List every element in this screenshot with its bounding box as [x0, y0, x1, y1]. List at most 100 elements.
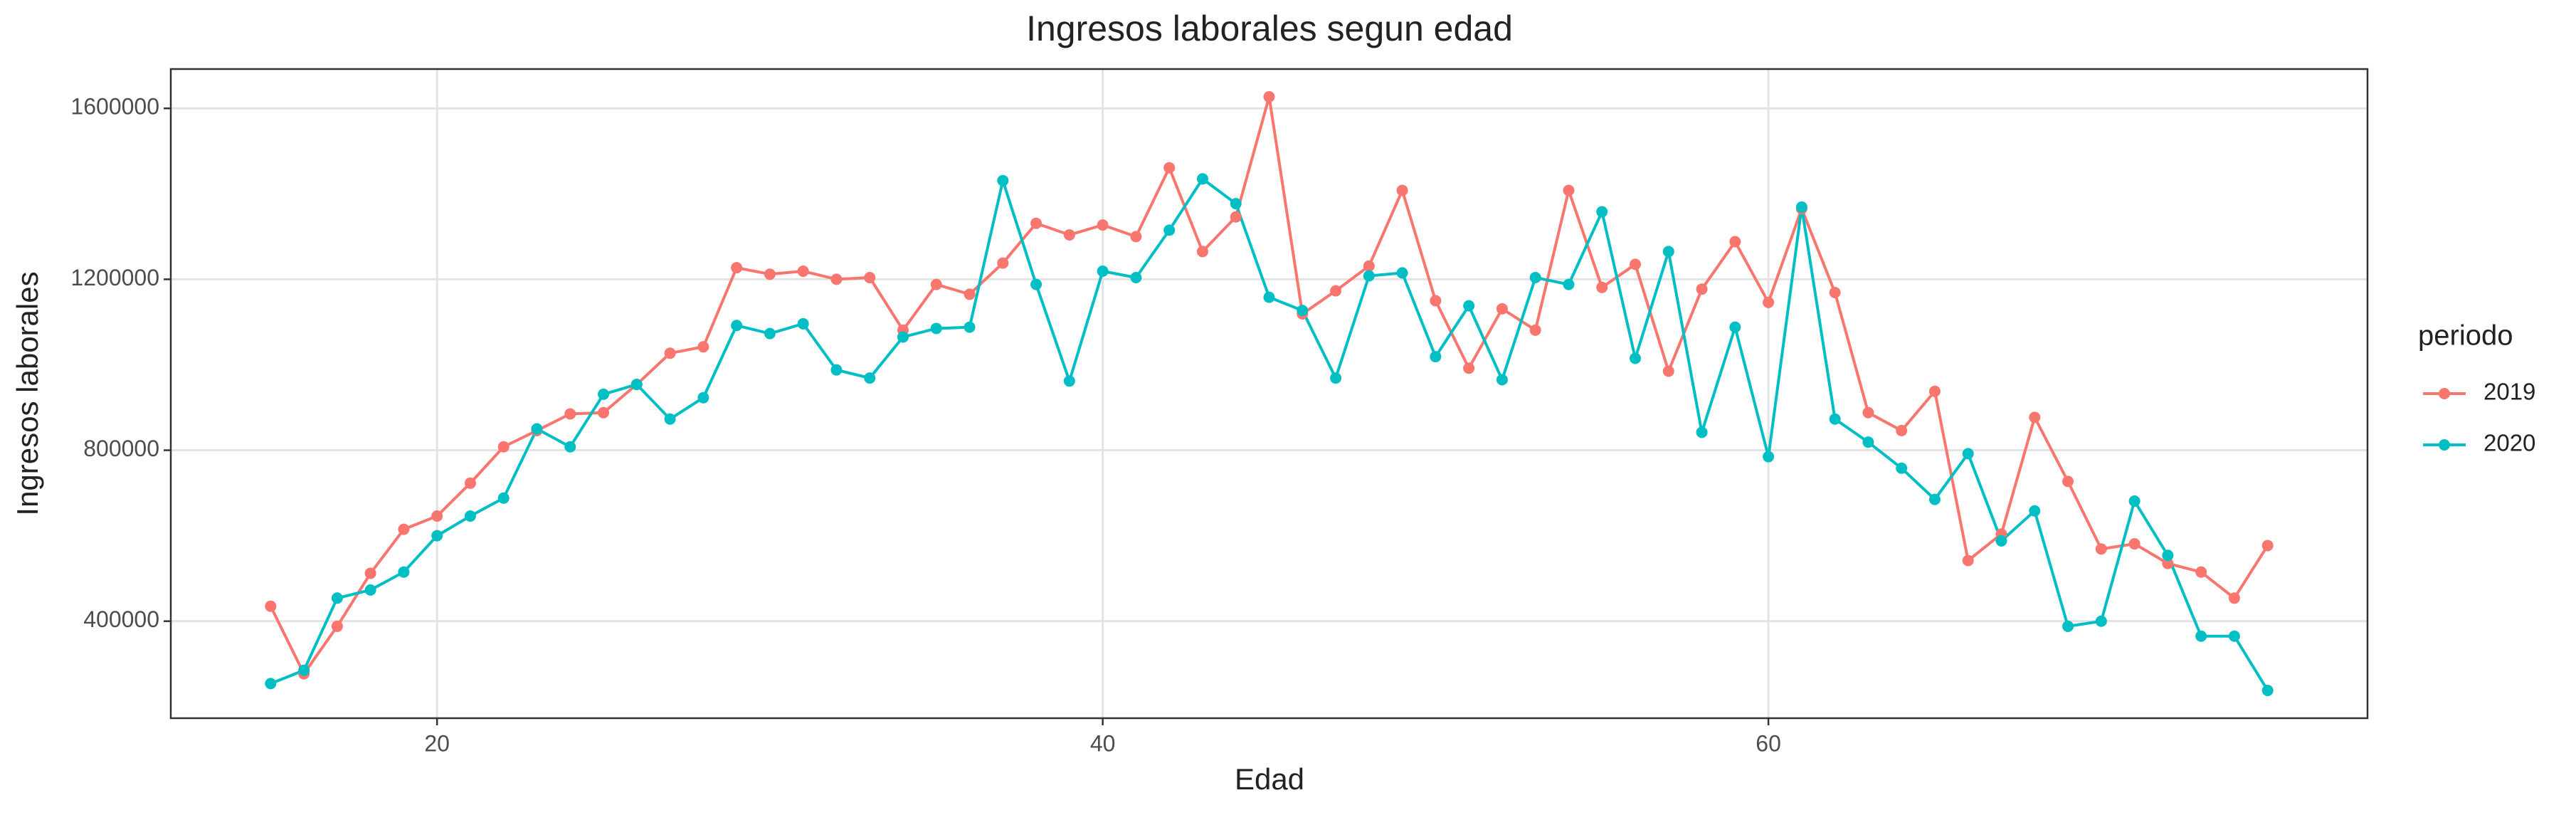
data-point [1763, 451, 1775, 463]
x-axis-title: Edad [1235, 762, 1304, 796]
data-point [1463, 362, 1475, 374]
data-point [797, 265, 809, 277]
y-tick-label: 400000 [83, 606, 159, 632]
data-point [331, 620, 343, 632]
x-tick-label: 40 [1090, 730, 1116, 756]
data-point [497, 441, 510, 453]
data-point [1396, 267, 1408, 279]
data-point [2062, 620, 2074, 632]
data-point [398, 566, 410, 578]
data-point [830, 364, 843, 376]
data-point [864, 271, 876, 283]
data-point [1130, 231, 1142, 243]
data-point [797, 317, 809, 330]
data-point [2128, 495, 2140, 507]
data-point [630, 379, 643, 391]
data-point [1630, 352, 1641, 364]
data-point [1363, 270, 1375, 282]
data-point [964, 288, 976, 300]
data-point [1795, 201, 1807, 213]
data-point [697, 341, 709, 353]
data-point [2228, 592, 2240, 604]
data-point [930, 322, 942, 335]
data-point [1928, 493, 1941, 505]
data-point [1862, 406, 1874, 419]
data-point [2062, 475, 2074, 488]
data-point [1163, 224, 1176, 236]
data-point [364, 567, 376, 579]
data-point [1263, 291, 1275, 303]
data-point [1330, 285, 1342, 297]
x-tick-label: 20 [424, 730, 450, 756]
data-point [1596, 281, 1608, 293]
data-point [331, 592, 343, 604]
data-point [764, 268, 776, 280]
y-tick-label: 1200000 [70, 265, 159, 290]
y-tick-label: 1600000 [70, 94, 159, 120]
data-point [2162, 550, 2174, 562]
data-point [398, 523, 410, 535]
data-point [1063, 228, 1075, 241]
data-point [930, 278, 942, 290]
data-point [897, 331, 909, 343]
data-point [265, 678, 277, 690]
data-point [664, 347, 676, 359]
data-point [1496, 374, 1508, 386]
data-point [1030, 217, 1042, 229]
data-point [2128, 538, 2140, 550]
data-point [1563, 278, 1575, 290]
data-point [1430, 351, 1442, 363]
data-point [564, 408, 576, 420]
data-point [1696, 283, 1708, 295]
x-tick-label: 60 [1756, 730, 1781, 756]
data-point [2195, 630, 2207, 642]
data-point [997, 174, 1009, 186]
data-point [1330, 372, 1342, 384]
data-point [464, 477, 476, 489]
data-point [731, 320, 743, 332]
data-point [1829, 287, 1841, 299]
data-point [964, 321, 976, 333]
data-point [298, 664, 310, 676]
data-point [2029, 411, 2041, 424]
data-point [1896, 462, 1908, 474]
data-point [1630, 258, 1641, 270]
data-point [697, 391, 709, 404]
data-point [1529, 324, 1541, 336]
data-point [1463, 300, 1475, 312]
data-point [2162, 557, 2174, 569]
data-point [1928, 385, 1941, 397]
data-point [1396, 184, 1408, 196]
data-point [830, 273, 843, 285]
legend-point [2439, 388, 2450, 399]
data-point [364, 584, 376, 596]
legend-label: 2020 [2483, 430, 2535, 456]
data-point [764, 327, 776, 340]
data-point [1662, 246, 1674, 258]
data-point [2228, 630, 2240, 642]
data-point [1696, 426, 1708, 438]
data-point [2095, 615, 2107, 627]
data-point [1962, 448, 1974, 460]
data-point [1030, 278, 1042, 290]
chart-title: Ingresos laborales segun edad [1026, 9, 1513, 48]
data-point [1230, 211, 1242, 223]
data-point [598, 406, 610, 419]
data-point [1563, 184, 1575, 196]
data-point [2261, 684, 2274, 696]
data-point [664, 413, 676, 425]
data-point [1596, 206, 1608, 218]
data-point [1529, 271, 1541, 283]
data-point [431, 510, 443, 522]
data-point [1896, 424, 1908, 436]
data-point [1297, 305, 1309, 317]
data-point [1230, 198, 1242, 210]
y-tick-label: 800000 [83, 436, 159, 461]
legend-title: periodo [2418, 320, 2513, 352]
data-point [497, 492, 510, 504]
data-point [1063, 375, 1075, 387]
plot-border [169, 68, 2369, 720]
data-point [431, 530, 443, 542]
data-point [265, 600, 277, 612]
